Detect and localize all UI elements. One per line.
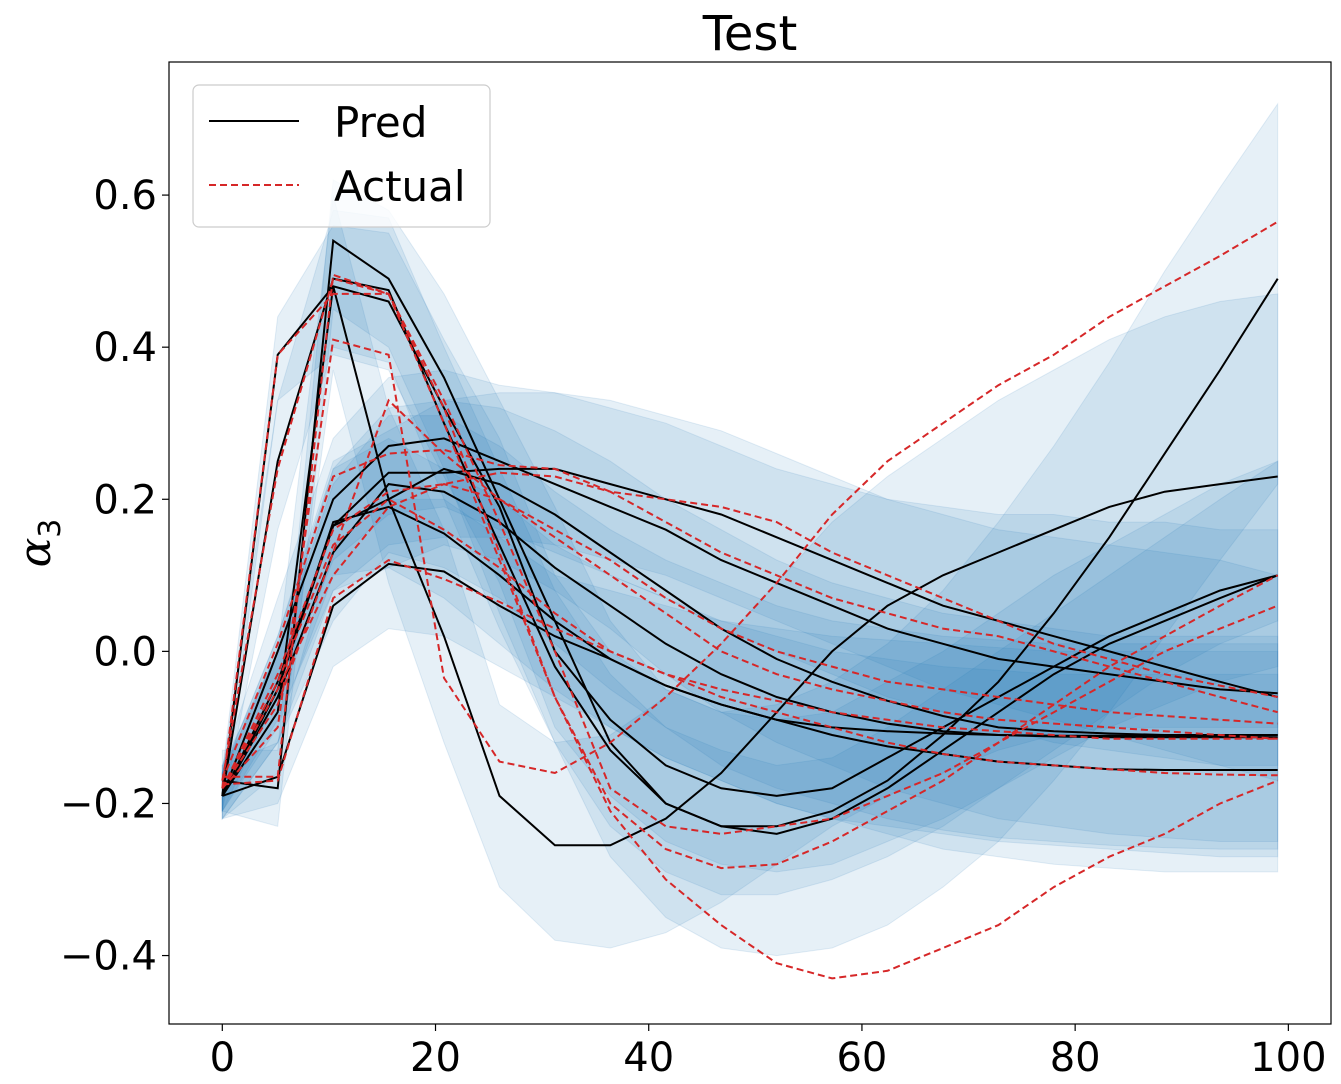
- band-5: [221, 224, 1279, 873]
- pred-line-7: [221, 286, 1278, 847]
- legend-label-pred: Pred: [334, 98, 427, 147]
- x-tick-label: 0: [210, 1035, 235, 1081]
- actual-line-0: [222, 558, 1278, 786]
- x-tick-label: 60: [836, 1035, 887, 1081]
- actual-line-3: [221, 471, 1278, 789]
- chart-title: Test: [702, 6, 798, 62]
- y-axis-label: α3: [10, 519, 68, 568]
- pred-line-2: [221, 437, 1278, 797]
- pred-line-9: [221, 483, 1278, 797]
- pred-line-5: [221, 285, 1278, 797]
- actual-line-2: [221, 448, 1278, 781]
- axes-frame: [168, 61, 1332, 1025]
- y-tick-label: 0.2: [93, 477, 157, 523]
- confidence-bands: [221, 102, 1279, 957]
- actual-line-6: [222, 273, 1279, 980]
- y-tick-label: 0.0: [93, 629, 157, 675]
- band-6: [221, 102, 1279, 957]
- x-tick-label: 40: [623, 1035, 674, 1081]
- actual-line-4: [221, 277, 1279, 870]
- actual-line-1: [221, 498, 1278, 789]
- x-tick-label: 80: [1050, 1035, 1101, 1081]
- band-0: [221, 498, 1279, 858]
- y-axis-label-subscript: 3: [33, 519, 68, 538]
- x-axis-ticks: 0 20 40 60 80 100: [210, 1024, 1327, 1081]
- x-tick-label: 100: [1250, 1035, 1326, 1081]
- legend: Pred Actual: [192, 84, 491, 228]
- legend-label-actual: Actual: [334, 162, 466, 211]
- y-tick-label: −0.2: [60, 781, 157, 827]
- actual-line-8: [221, 398, 1278, 789]
- x-tick-label: 20: [410, 1035, 461, 1081]
- y-tick-label: −0.4: [60, 934, 157, 980]
- y-tick-label: 0.4: [93, 325, 157, 371]
- actual-line-7: [221, 220, 1279, 789]
- y-axis-label-main: α: [10, 538, 61, 568]
- y-tick-label: 0.6: [93, 173, 157, 219]
- actual-line-9: [221, 483, 1278, 789]
- y-axis-ticks: −0.4 −0.2 0.0 0.2 0.4 0.6: [60, 173, 169, 980]
- pred-line-6: [222, 238, 1279, 828]
- band-9: [221, 415, 1279, 850]
- pred-line-8: [221, 467, 1278, 797]
- series-lines: [221, 220, 1279, 980]
